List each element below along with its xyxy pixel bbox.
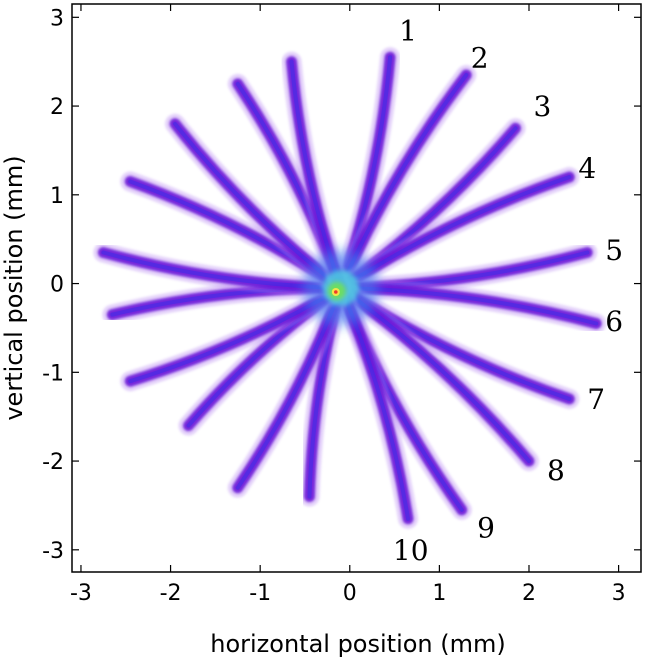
ray-label-5: 5: [605, 234, 623, 267]
ray-label-4: 4: [578, 152, 596, 185]
x-tick-label: 3: [612, 581, 626, 606]
y-tick-label: 0: [50, 273, 64, 298]
ray-label-10: 10: [393, 534, 429, 567]
ray-labels-layer: 1 2 34 5 6 7 8 9 10: [393, 15, 623, 567]
y-tick-label: -2: [42, 450, 64, 475]
ray-label-2: 2: [471, 41, 489, 74]
plot-frame: [71, 3, 642, 573]
ticks-layer: [72, 4, 641, 572]
x-tick-label: 2: [522, 581, 536, 606]
ray-label-3: 3: [534, 90, 552, 123]
y-axis-label: vertical position (mm): [0, 155, 28, 420]
tick-labels-layer: -3 -2 -1 0 1 2 3 -3 -2 -1 0 1 2 3: [42, 6, 626, 606]
x-tick-label: -3: [70, 581, 92, 606]
x-tick-label: 0: [343, 581, 357, 606]
y-tick-label: 3: [50, 6, 64, 31]
ray-label-1: 1: [399, 15, 417, 48]
ray-label-6: 6: [605, 305, 623, 338]
x-axis-label: horizontal position (mm): [210, 630, 506, 658]
rays-layer: [93, 47, 607, 529]
y-tick-label: 2: [50, 95, 64, 120]
ray-label-8: 8: [547, 454, 565, 487]
y-tick-label: -1: [42, 361, 64, 386]
y-tick-label: -3: [42, 539, 64, 564]
hub-layer: [302, 250, 379, 326]
x-tick-label: -2: [160, 581, 182, 606]
hub-max: [334, 290, 338, 294]
ray-label-9: 9: [477, 512, 495, 545]
x-tick-label: -1: [249, 581, 271, 606]
x-tick-label: 1: [432, 581, 446, 606]
ray-label-7: 7: [587, 383, 605, 416]
y-tick-label: 1: [50, 184, 64, 209]
